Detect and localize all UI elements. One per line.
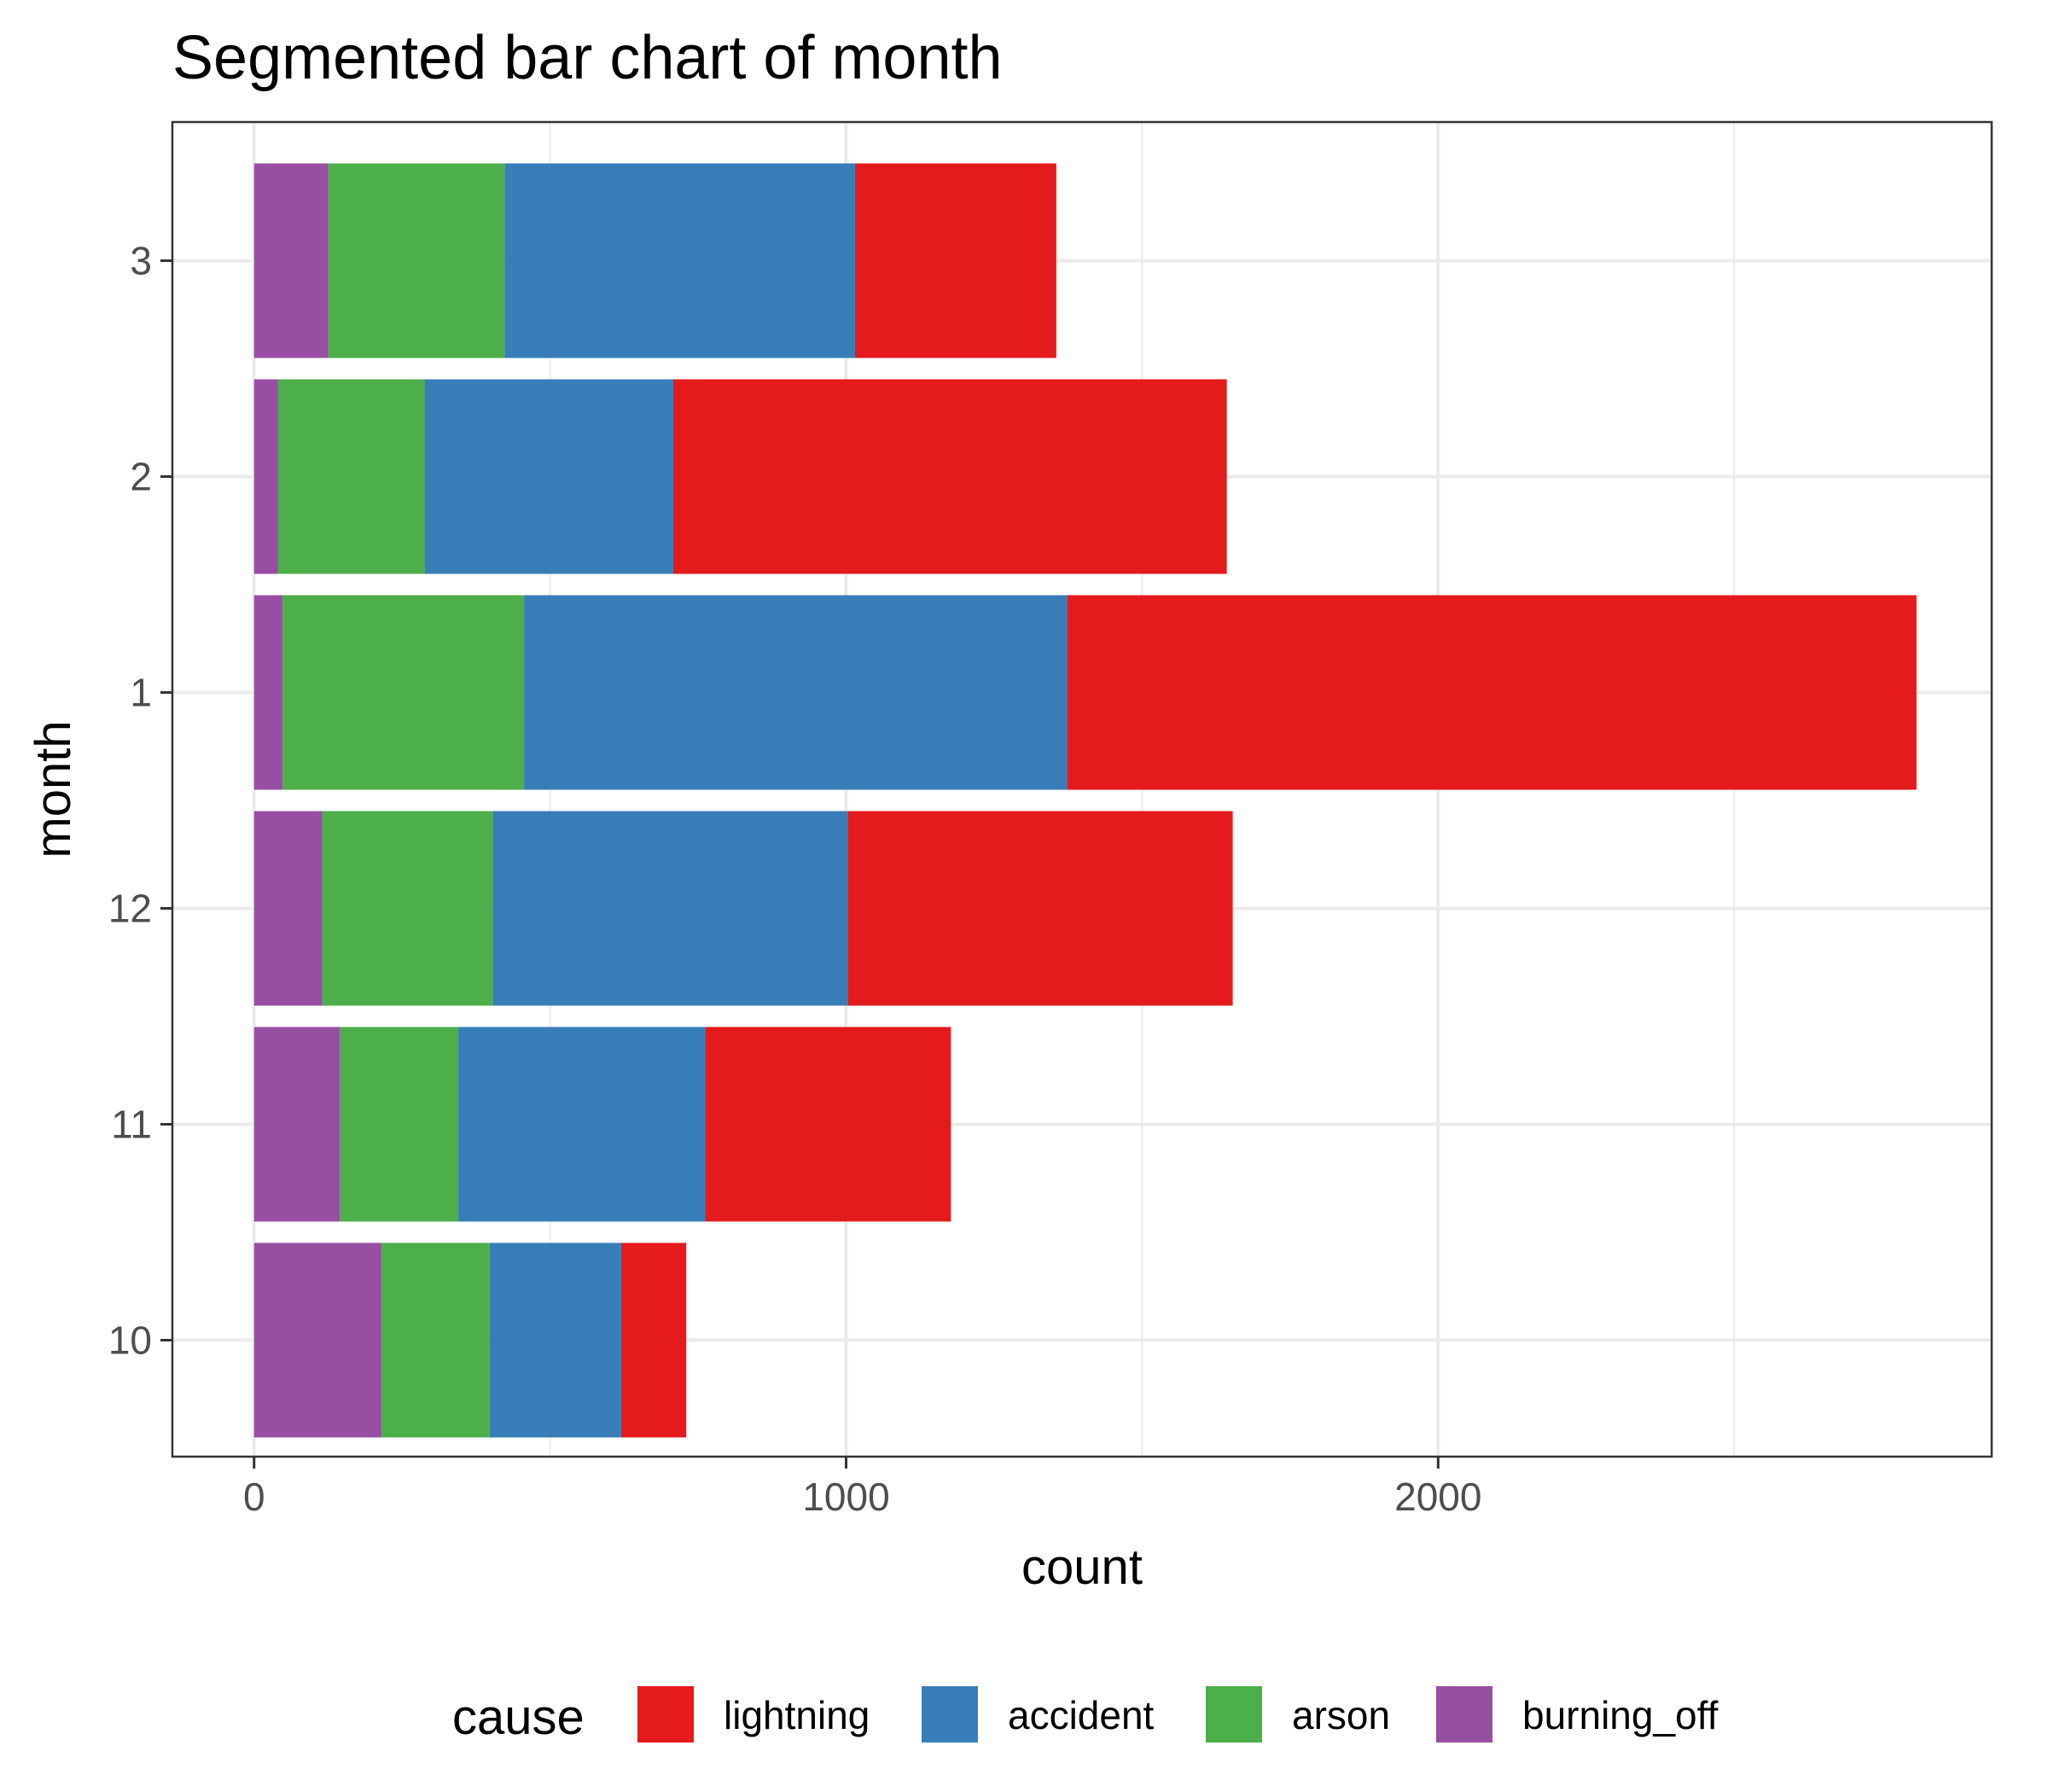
legend-label-arson: arson bbox=[1292, 1693, 1390, 1737]
bars bbox=[253, 163, 1917, 1438]
bar-accident-month-10 bbox=[489, 1242, 621, 1438]
x-tick-label: 1000 bbox=[802, 1475, 889, 1519]
y-tick-label: 3 bbox=[130, 239, 152, 283]
x-tick-label: 2000 bbox=[1394, 1475, 1481, 1519]
legend-key-accident bbox=[922, 1686, 978, 1743]
y-tick-label: 1 bbox=[130, 671, 152, 715]
bar-burning-off-month-10 bbox=[253, 1242, 381, 1438]
legend-key-arson bbox=[1206, 1686, 1262, 1743]
bar-arson-month-2 bbox=[277, 379, 425, 574]
bar-arson-month-12 bbox=[322, 811, 493, 1006]
bar-lightning-month-2 bbox=[672, 379, 1227, 574]
bar-burning-off-month-2 bbox=[253, 379, 278, 574]
bar-arson-month-1 bbox=[282, 595, 525, 790]
bar-lightning-month-12 bbox=[847, 811, 1233, 1006]
legend: cause lightning accident arson burning_off bbox=[452, 1686, 1719, 1745]
y-tick-label: 10 bbox=[108, 1318, 152, 1363]
legend-label-lightning: lightning bbox=[724, 1693, 870, 1737]
x-axis: 0 1000 2000 bbox=[243, 1457, 1481, 1519]
legend-label-accident: accident bbox=[1008, 1693, 1155, 1737]
legend-items: lightning accident arson burning_off bbox=[637, 1686, 1719, 1743]
legend-key-lightning bbox=[637, 1686, 694, 1743]
legend-label-burning-off: burning_off bbox=[1522, 1693, 1719, 1737]
bar-burning-off-month-3 bbox=[253, 163, 329, 358]
bar-accident-month-12 bbox=[492, 811, 848, 1006]
y-tick-label: 11 bbox=[111, 1103, 152, 1147]
plot-border bbox=[171, 120, 1993, 1458]
bar-accident-month-3 bbox=[504, 163, 855, 358]
bar-lightning-month-3 bbox=[854, 163, 1056, 358]
bar-accident-month-2 bbox=[424, 379, 673, 574]
legend-key-burning-off bbox=[1436, 1686, 1492, 1743]
y-axis-title: month bbox=[26, 720, 81, 858]
bar-accident-month-1 bbox=[524, 595, 1068, 790]
legend-title: cause bbox=[452, 1690, 585, 1745]
bar-accident-month-11 bbox=[458, 1027, 706, 1222]
bar-arson-month-10 bbox=[381, 1242, 490, 1438]
bar-lightning-month-11 bbox=[705, 1027, 951, 1222]
y-tick-label: 2 bbox=[130, 455, 152, 499]
chart-title: Segmented bar chart of month bbox=[172, 24, 1003, 92]
y-tick-label: 12 bbox=[108, 887, 152, 931]
x-tick-label: 0 bbox=[243, 1475, 265, 1519]
x-axis-title: count bbox=[1021, 1539, 1143, 1595]
bar-arson-month-11 bbox=[340, 1027, 459, 1222]
bar-lightning-month-10 bbox=[620, 1242, 687, 1438]
bar-arson-month-3 bbox=[328, 163, 505, 358]
bar-lightning-month-1 bbox=[1067, 595, 1917, 790]
bar-burning-off-month-11 bbox=[253, 1027, 340, 1222]
bar-burning-off-month-1 bbox=[253, 595, 283, 790]
bar-burning-off-month-12 bbox=[253, 811, 323, 1006]
